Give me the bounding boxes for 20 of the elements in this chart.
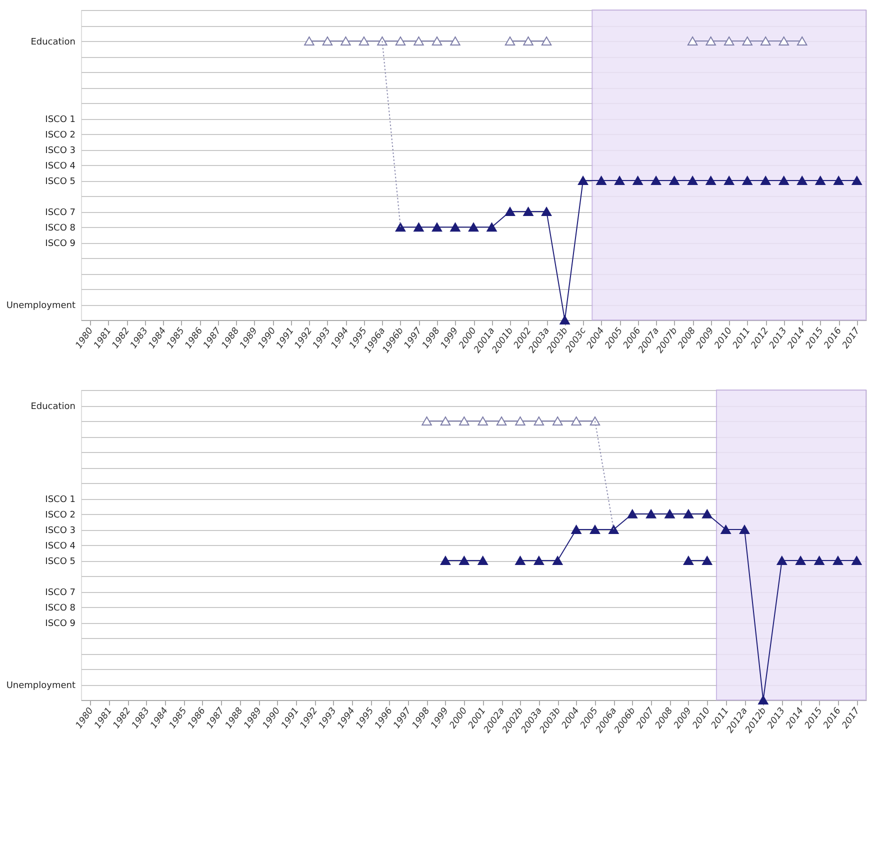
category-label: Unemployment	[6, 681, 76, 691]
category-label: ISCO 8	[45, 224, 76, 234]
category-label: ISCO 5	[45, 177, 76, 187]
category-label: Education	[30, 402, 76, 412]
category-label: Unemployment	[6, 301, 76, 311]
category-label: ISCO 2	[45, 510, 76, 520]
category-label: ISCO 7	[45, 208, 76, 218]
category-label: ISCO 8	[45, 604, 76, 614]
category-label: ISCO 7	[45, 588, 76, 598]
category-label: ISCO 1	[45, 115, 76, 125]
category-label: ISCO 4	[45, 542, 76, 552]
category-label: Education	[30, 38, 76, 48]
category-label: ISCO 2	[45, 130, 76, 140]
category-label: ISCO 3	[45, 526, 76, 536]
category-label: ISCO 5	[45, 557, 76, 567]
category-label: ISCO 3	[45, 146, 76, 156]
category-label: ISCO 1	[45, 495, 76, 505]
category-label: ISCO 4	[45, 162, 76, 172]
category-label: ISCO 9	[45, 619, 76, 629]
category-label: ISCO 9	[45, 239, 76, 249]
